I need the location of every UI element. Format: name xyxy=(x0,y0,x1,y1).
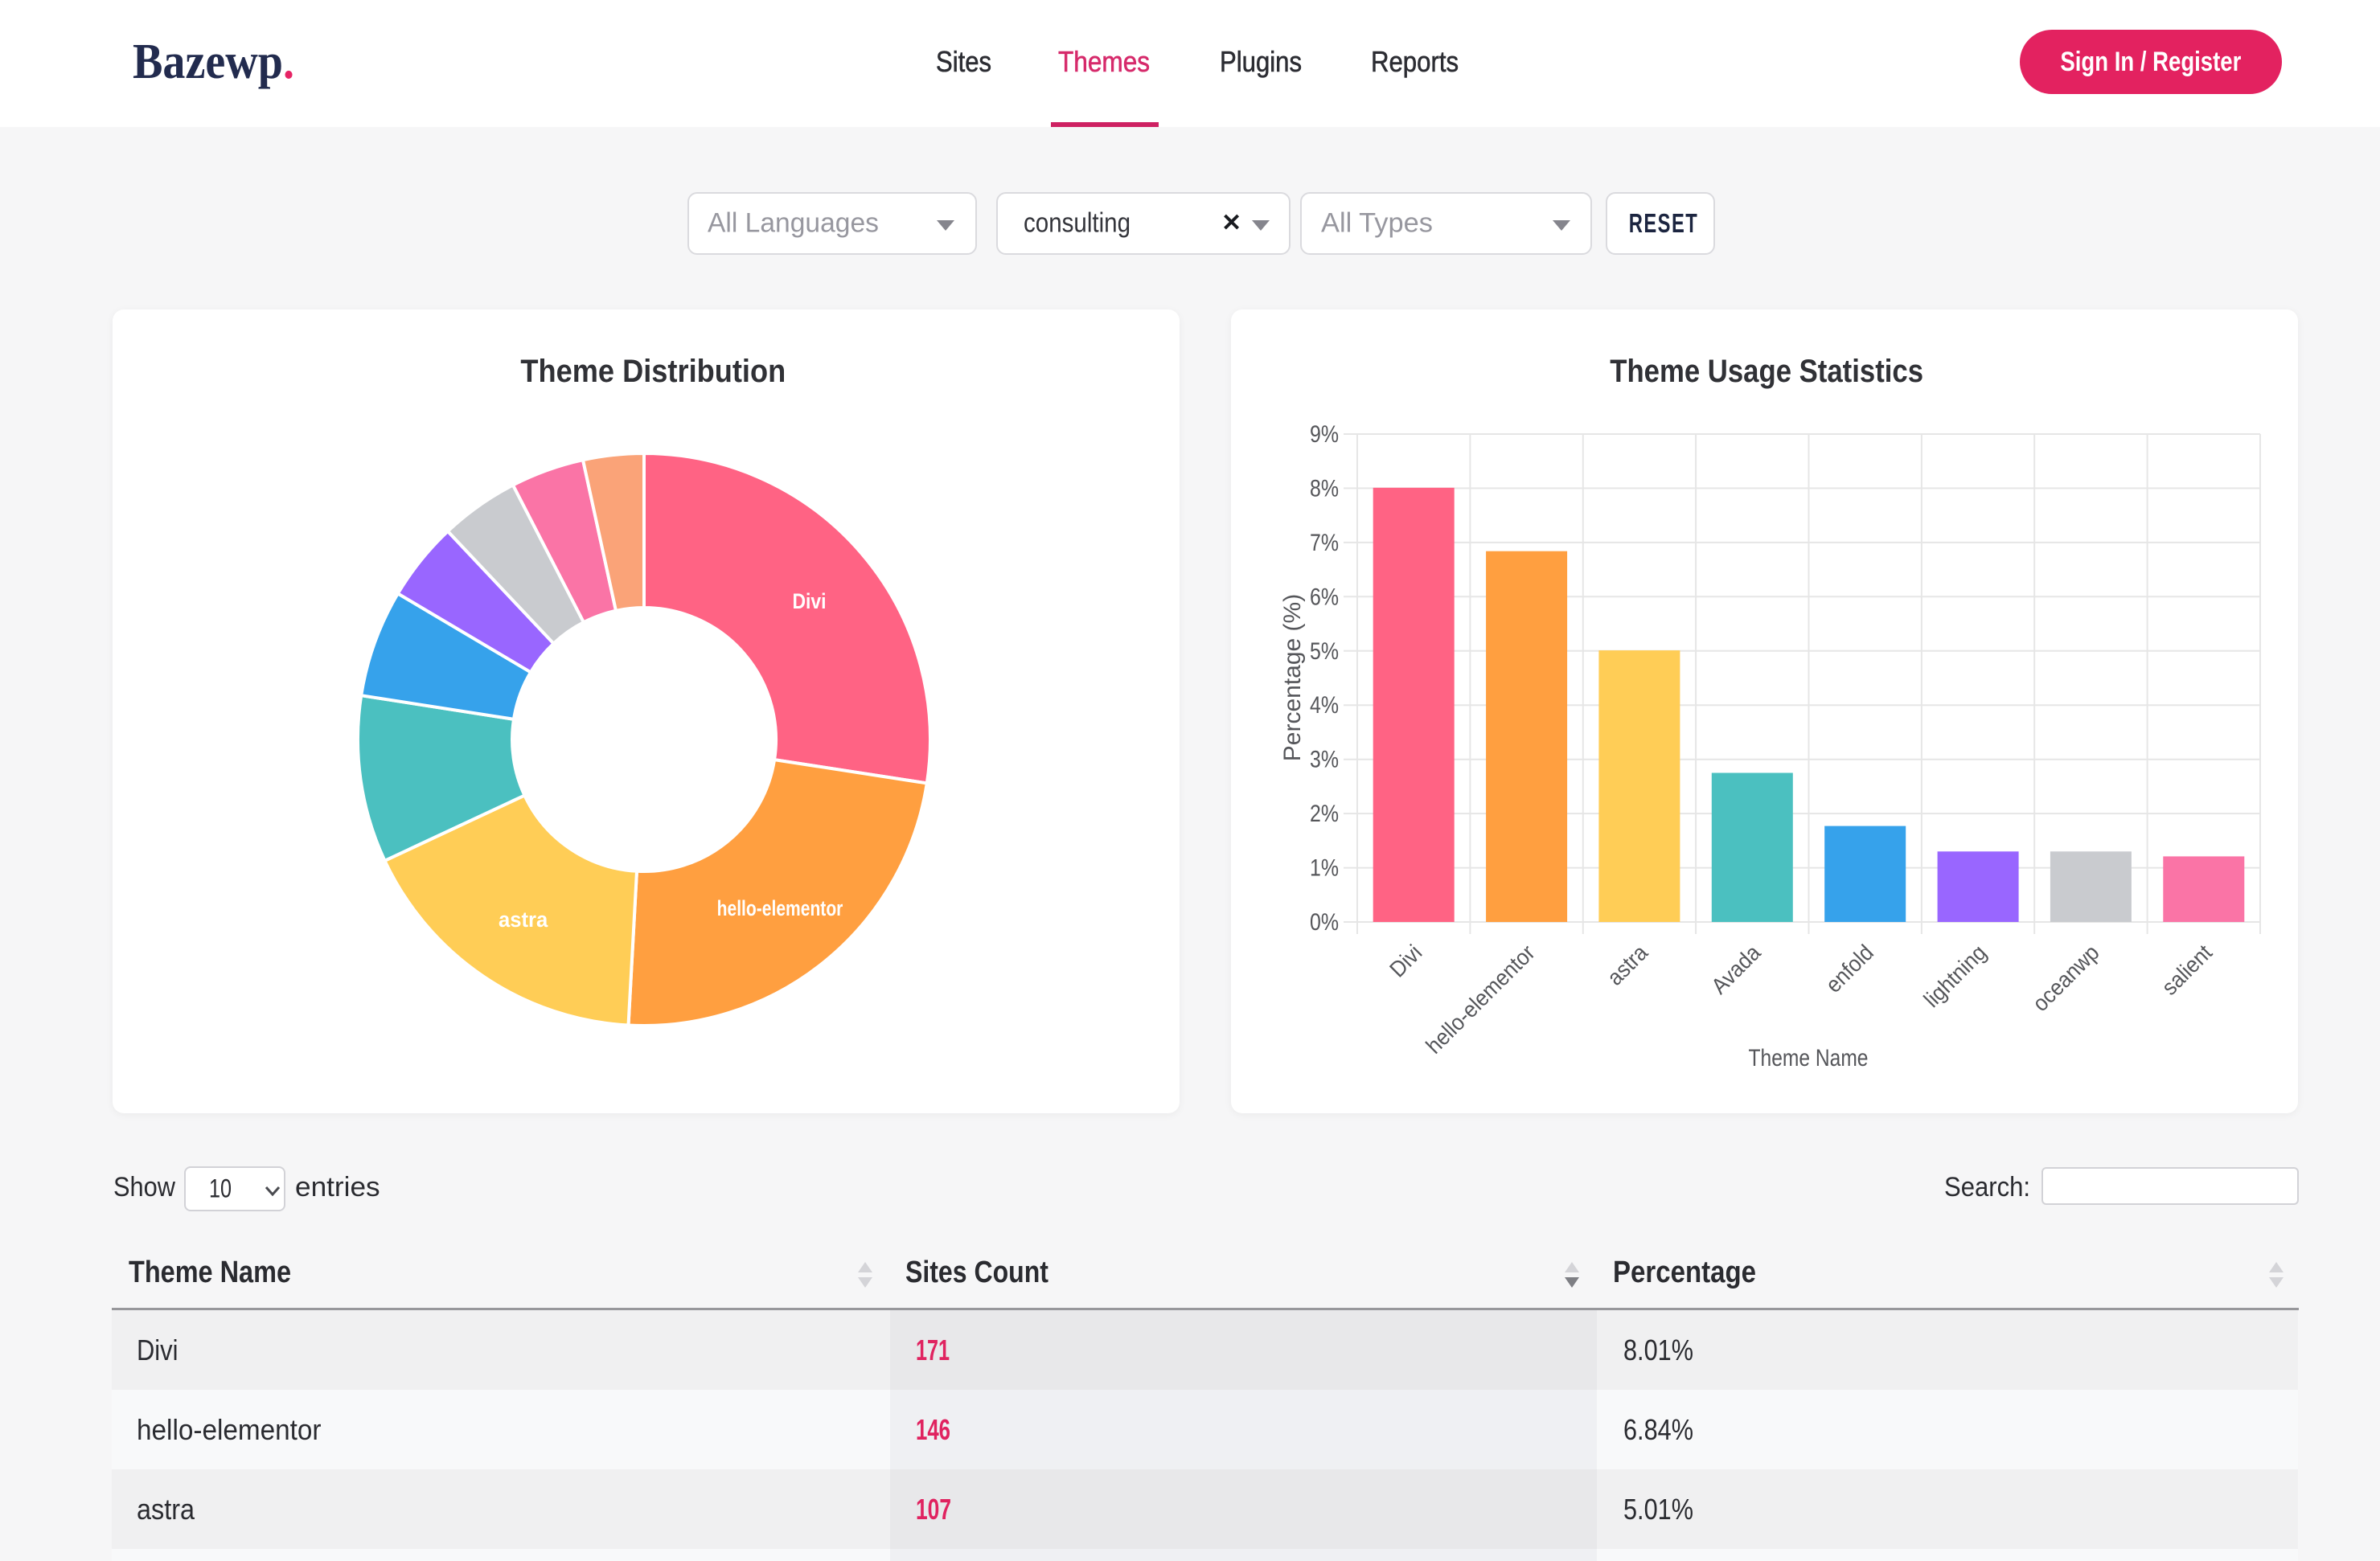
svg-text:0%: 0% xyxy=(1310,908,1339,936)
svg-text:Percentage (%): Percentage (%) xyxy=(1279,594,1306,761)
svg-text:9%: 9% xyxy=(1310,420,1339,448)
svg-text:5%: 5% xyxy=(1310,637,1339,665)
svg-text:enfold: enfold xyxy=(1820,940,1878,998)
svg-text:4%: 4% xyxy=(1310,691,1339,719)
svg-text:Divi: Divi xyxy=(1385,940,1426,981)
svg-text:salient: salient xyxy=(2157,940,2218,1000)
svg-text:Divi: Divi xyxy=(792,589,826,613)
svg-text:hello-elementor: hello-elementor xyxy=(717,897,843,921)
svg-text:Theme Name: Theme Name xyxy=(1749,1044,1869,1071)
svg-text:oceanwp: oceanwp xyxy=(2028,940,2104,1016)
svg-text:2%: 2% xyxy=(1310,800,1339,827)
svg-text:7%: 7% xyxy=(1310,529,1339,556)
svg-text:hello-elementor: hello-elementor xyxy=(1421,940,1540,1059)
svg-text:8%: 8% xyxy=(1310,474,1339,502)
svg-text:1%: 1% xyxy=(1310,854,1339,881)
svg-text:lightning: lightning xyxy=(1919,940,1992,1012)
svg-text:Avada: Avada xyxy=(1706,940,1765,998)
svg-text:3%: 3% xyxy=(1310,745,1339,772)
svg-text:6%: 6% xyxy=(1310,583,1339,610)
svg-text:astra: astra xyxy=(1602,940,1653,990)
svg-text:astra: astra xyxy=(499,907,548,932)
